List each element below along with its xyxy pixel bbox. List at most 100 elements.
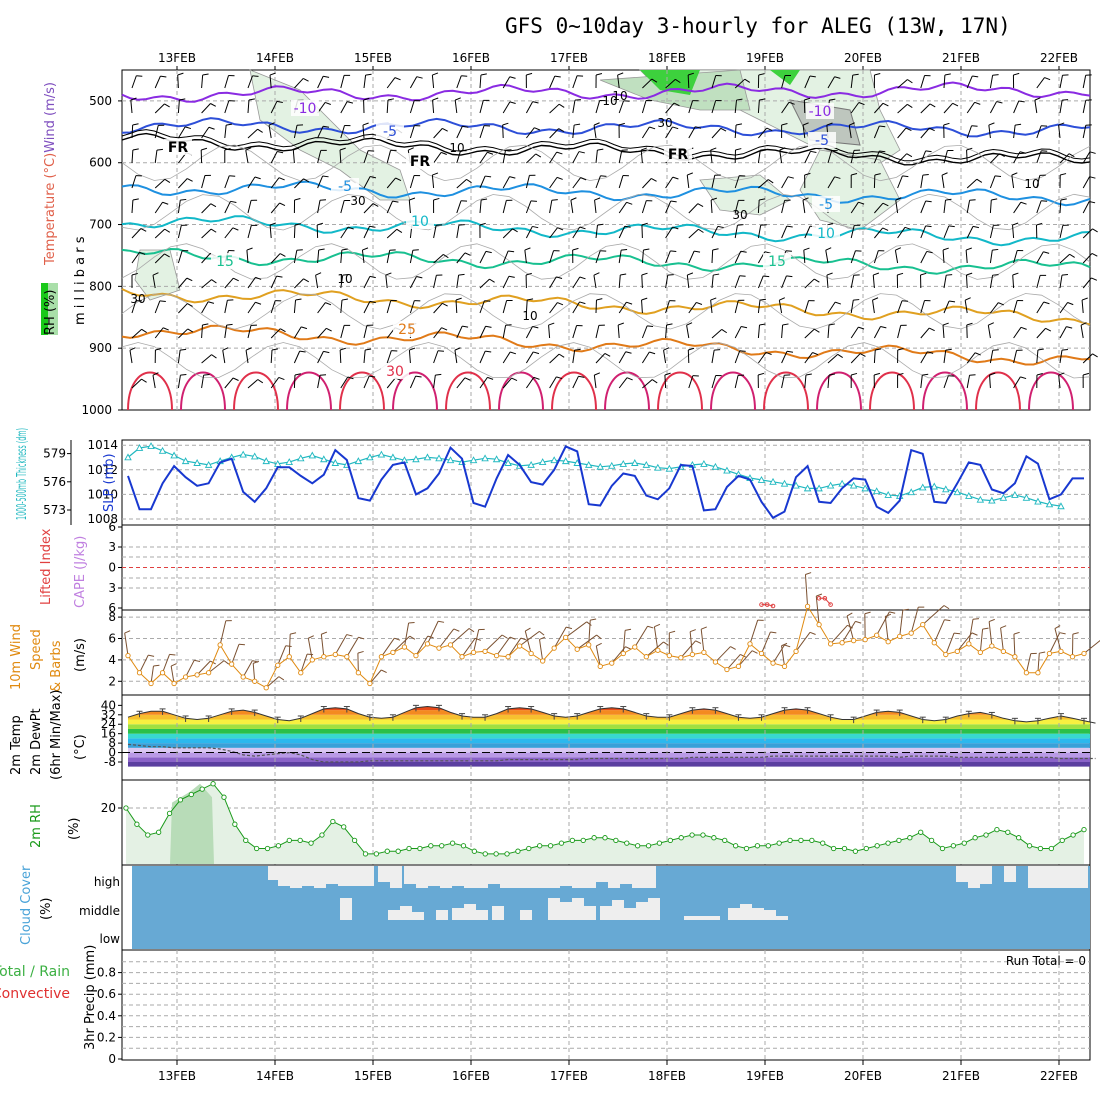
wind-barb (1082, 176, 1091, 189)
wind-barb (757, 325, 761, 339)
date-label-top: 21FEB (942, 51, 980, 65)
wind-barb (1036, 175, 1041, 189)
wind10m-speed-point (1046, 650, 1053, 657)
wind-barb (339, 149, 342, 164)
wind10m-speed-point (413, 652, 419, 659)
rh2m-panel: 20 2m RH (%) (29, 779, 1091, 866)
cloud-cell-high (338, 866, 350, 886)
warm-contour (869, 371, 915, 411)
thickness-marker (1045, 500, 1054, 508)
wind-barb (201, 228, 212, 239)
wind-barb (247, 379, 259, 389)
wind-barb (804, 300, 810, 314)
wind10m-speed-point (1023, 670, 1030, 676)
contour-label-bg (291, 100, 319, 116)
rh-blob-high (770, 70, 800, 85)
wind10m-speed-point (551, 645, 557, 651)
wind-barb-flag (487, 376, 494, 380)
wind10m-barb (427, 621, 439, 645)
wind-barb (804, 151, 811, 164)
wind-barb-flag (186, 277, 193, 282)
wind-barb-flag (323, 350, 330, 354)
wind-barb-flag (180, 198, 187, 201)
wind10m-speed-point (401, 644, 408, 650)
wind-barb-flag (710, 197, 718, 201)
y-tick-label: 0.2 (97, 1030, 116, 1044)
cloud-cell-middle (476, 910, 488, 920)
thickness-marker (158, 446, 167, 454)
wind-barb (549, 75, 556, 89)
wind-barb (665, 78, 676, 89)
wind-barb-flag (758, 372, 765, 376)
wind10m-speed-point (205, 670, 212, 676)
date-label-bottom: 15FEB (354, 1069, 392, 1083)
wind10m-barb-flag (902, 608, 909, 611)
wind10m-speed-point (1012, 654, 1018, 660)
date-label-top: 18FEB (648, 51, 686, 65)
wind-barb (386, 377, 396, 389)
wind-barb (246, 250, 249, 264)
contour-label: 15 (216, 254, 234, 270)
thickness-marker (181, 457, 190, 465)
rh2m-point (863, 845, 869, 852)
run-total: Run Total = 0 (1006, 954, 1086, 968)
wind-barb (154, 103, 165, 114)
wind10m-barb-flag (1059, 632, 1066, 635)
wind-barb (966, 125, 973, 139)
wind-barb (711, 275, 714, 289)
wind-barb (873, 150, 880, 164)
thickness-marker (826, 481, 835, 489)
wind-barb (1013, 327, 1022, 339)
wind-barb (408, 200, 411, 214)
wind-barb (1082, 125, 1087, 139)
wind-barb-flag (534, 127, 541, 131)
wind-barb (850, 326, 859, 339)
wind-barb-flag (156, 148, 163, 151)
cloud-cell-high (1028, 866, 1040, 888)
wind-barb (131, 175, 137, 189)
wind10m-speed-point (609, 660, 615, 666)
contour-label-bg (211, 253, 239, 269)
temp-band (128, 733, 1090, 739)
wind-barb (1059, 100, 1063, 114)
wind-barb-flag (208, 126, 215, 130)
wind-barb (386, 177, 396, 189)
wind10m-barb (403, 622, 410, 648)
wind10m-barb-flag (148, 654, 155, 657)
wind-barb-flag (255, 301, 262, 305)
thickness-marker (469, 456, 478, 464)
wind10m-barb-flag (784, 644, 791, 648)
wind-barb (154, 327, 164, 339)
wind10m-barb (524, 630, 532, 654)
wind10m-barb (369, 669, 382, 684)
wind-barb (665, 176, 674, 189)
wind-barb-flag (1020, 326, 1027, 330)
wind-barb (1034, 100, 1038, 114)
wind-barb-flag (593, 122, 600, 126)
wind-barb-flag (620, 273, 627, 276)
wind-barb (990, 302, 999, 314)
wind-barb-flag (698, 228, 704, 233)
wind-barb (665, 226, 674, 239)
wind-barb (781, 275, 787, 289)
cloud-cell-middle (412, 912, 424, 920)
wind-barb (502, 176, 510, 189)
rh2m-point (547, 843, 554, 849)
wind-barb (572, 226, 581, 239)
wind-barb-flag (596, 73, 603, 76)
wind-barb (1013, 300, 1018, 314)
wind-barb (734, 275, 741, 289)
rh2m-point (776, 840, 782, 846)
wind-barb-flag (222, 347, 229, 351)
wind-barb (1036, 125, 1042, 139)
wind-barb (804, 352, 813, 364)
thickness-marker (1034, 497, 1042, 505)
wind-barb (1011, 175, 1015, 189)
wind-barb (572, 75, 578, 89)
wind-barb-flag (372, 203, 379, 207)
wind-barb (433, 327, 442, 339)
wind10m-speed-point (505, 654, 511, 660)
wind-barb-flag (276, 275, 283, 278)
wind10m-speed-point (781, 663, 788, 669)
lifted-index-point (759, 602, 764, 607)
